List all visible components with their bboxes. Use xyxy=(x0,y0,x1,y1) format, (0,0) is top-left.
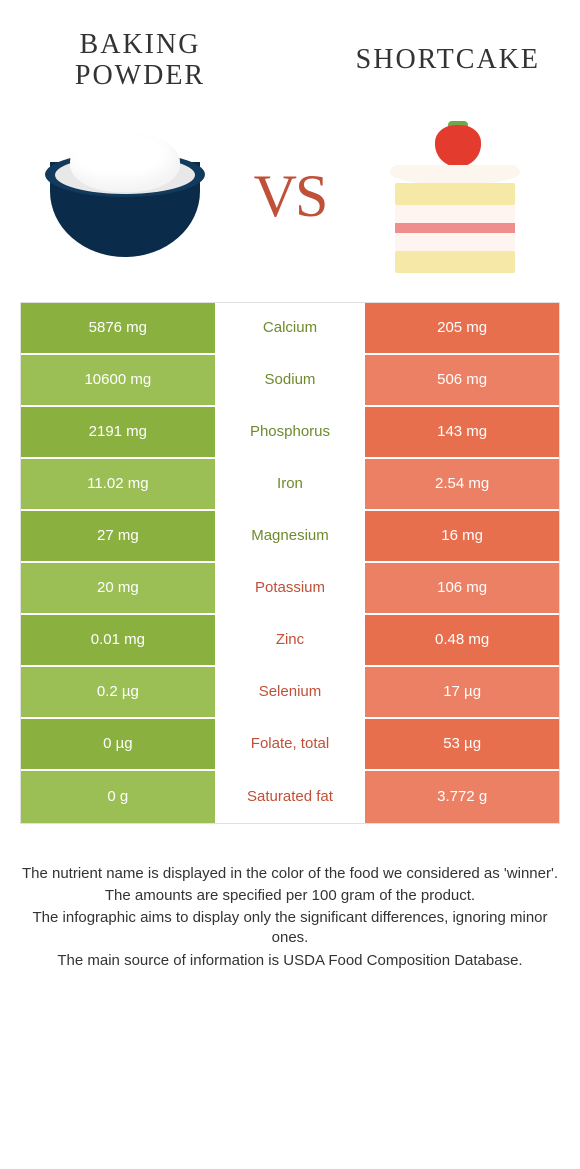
right-value: 106 mg xyxy=(365,563,559,613)
shortcake-icon xyxy=(380,117,530,277)
footer-notes: The nutrient name is displayed in the co… xyxy=(0,824,580,971)
left-value: 10600 mg xyxy=(21,355,215,405)
header: Baking Powder Shortcake xyxy=(0,0,580,102)
right-value: 53 µg xyxy=(365,719,559,769)
nutrient-name: Sodium xyxy=(215,355,366,405)
left-value: 0.01 mg xyxy=(21,615,215,665)
nutrient-name: Saturated fat xyxy=(215,771,366,823)
left-food-title: Baking Powder xyxy=(40,30,240,92)
left-value: 5876 mg xyxy=(21,303,215,353)
images-row: VS xyxy=(0,102,580,302)
nutrient-name: Folate, total xyxy=(215,719,366,769)
table-row: 5876 mgCalcium205 mg xyxy=(21,303,559,355)
nutrient-name: Magnesium xyxy=(215,511,366,561)
nutrient-name: Phosphorus xyxy=(215,407,366,457)
vs-label: VS xyxy=(254,162,327,231)
left-value: 20 mg xyxy=(21,563,215,613)
nutrient-name: Potassium xyxy=(215,563,366,613)
right-value: 16 mg xyxy=(365,511,559,561)
right-value: 205 mg xyxy=(365,303,559,353)
footer-line: The nutrient name is displayed in the co… xyxy=(20,864,560,884)
table-row: 20 mgPotassium106 mg xyxy=(21,563,559,615)
footer-line: The main source of information is USDA F… xyxy=(20,951,560,971)
nutrient-name: Calcium xyxy=(215,303,366,353)
left-food-image xyxy=(30,112,220,282)
comparison-table: 5876 mgCalcium205 mg10600 mgSodium506 mg… xyxy=(20,302,560,824)
table-row: 10600 mgSodium506 mg xyxy=(21,355,559,407)
nutrient-name: Zinc xyxy=(215,615,366,665)
left-value: 27 mg xyxy=(21,511,215,561)
baking-powder-icon xyxy=(40,122,210,272)
footer-line: The infographic aims to display only the… xyxy=(20,908,560,949)
table-row: 27 mgMagnesium16 mg xyxy=(21,511,559,563)
footer-line: The amounts are specified per 100 gram o… xyxy=(20,886,560,906)
right-value: 2.54 mg xyxy=(365,459,559,509)
right-value: 3.772 g xyxy=(365,771,559,823)
left-value: 11.02 mg xyxy=(21,459,215,509)
table-row: 0 µgFolate, total53 µg xyxy=(21,719,559,771)
right-food-image xyxy=(360,112,550,282)
left-value: 0 g xyxy=(21,771,215,823)
table-row: 0 gSaturated fat3.772 g xyxy=(21,771,559,823)
right-value: 506 mg xyxy=(365,355,559,405)
right-value: 143 mg xyxy=(365,407,559,457)
left-value: 0.2 µg xyxy=(21,667,215,717)
nutrient-name: Iron xyxy=(215,459,366,509)
left-value: 0 µg xyxy=(21,719,215,769)
right-value: 17 µg xyxy=(365,667,559,717)
right-food-title: Shortcake xyxy=(340,45,540,76)
table-row: 0.01 mgZinc0.48 mg xyxy=(21,615,559,667)
right-value: 0.48 mg xyxy=(365,615,559,665)
table-row: 2191 mgPhosphorus143 mg xyxy=(21,407,559,459)
table-row: 11.02 mgIron2.54 mg xyxy=(21,459,559,511)
table-row: 0.2 µgSelenium17 µg xyxy=(21,667,559,719)
left-value: 2191 mg xyxy=(21,407,215,457)
nutrient-name: Selenium xyxy=(215,667,366,717)
